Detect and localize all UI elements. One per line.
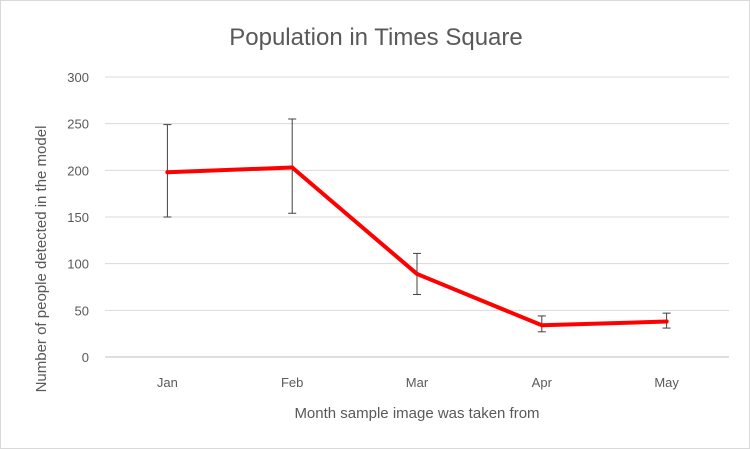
y-tick-label: 0 bbox=[82, 350, 89, 365]
y-tick-label: 250 bbox=[67, 117, 89, 132]
x-axis-ticks: Jan Feb Mar Apr May bbox=[157, 375, 679, 390]
x-tick-label: Apr bbox=[532, 375, 553, 390]
y-tick-label: 50 bbox=[75, 303, 89, 318]
y-tick-label: 100 bbox=[67, 257, 89, 272]
y-tick-label: 150 bbox=[67, 210, 89, 225]
x-tick-label: Mar bbox=[406, 375, 429, 390]
series-line bbox=[165, 165, 669, 328]
data-point bbox=[415, 271, 419, 276]
chart-title: Population in Times Square bbox=[229, 24, 523, 51]
data-point bbox=[539, 323, 544, 328]
data-point bbox=[664, 319, 669, 324]
data-point bbox=[165, 170, 170, 175]
gridlines bbox=[105, 76, 729, 358]
x-axis-label: Month sample image was taken from bbox=[294, 405, 539, 422]
y-axis-label: Number of people detected in the model bbox=[33, 126, 50, 393]
x-tick-label: May bbox=[654, 375, 679, 390]
series-lines bbox=[165, 165, 669, 328]
data-point bbox=[290, 165, 295, 170]
y-tick-label: 300 bbox=[67, 70, 89, 85]
y-tick-label: 200 bbox=[67, 163, 89, 178]
error-bars bbox=[163, 118, 671, 333]
x-tick-label: Jan bbox=[157, 375, 178, 390]
x-tick-label: Feb bbox=[281, 375, 303, 390]
y-axis-ticks: 0 50 100 150 200 250 300 bbox=[67, 70, 89, 365]
